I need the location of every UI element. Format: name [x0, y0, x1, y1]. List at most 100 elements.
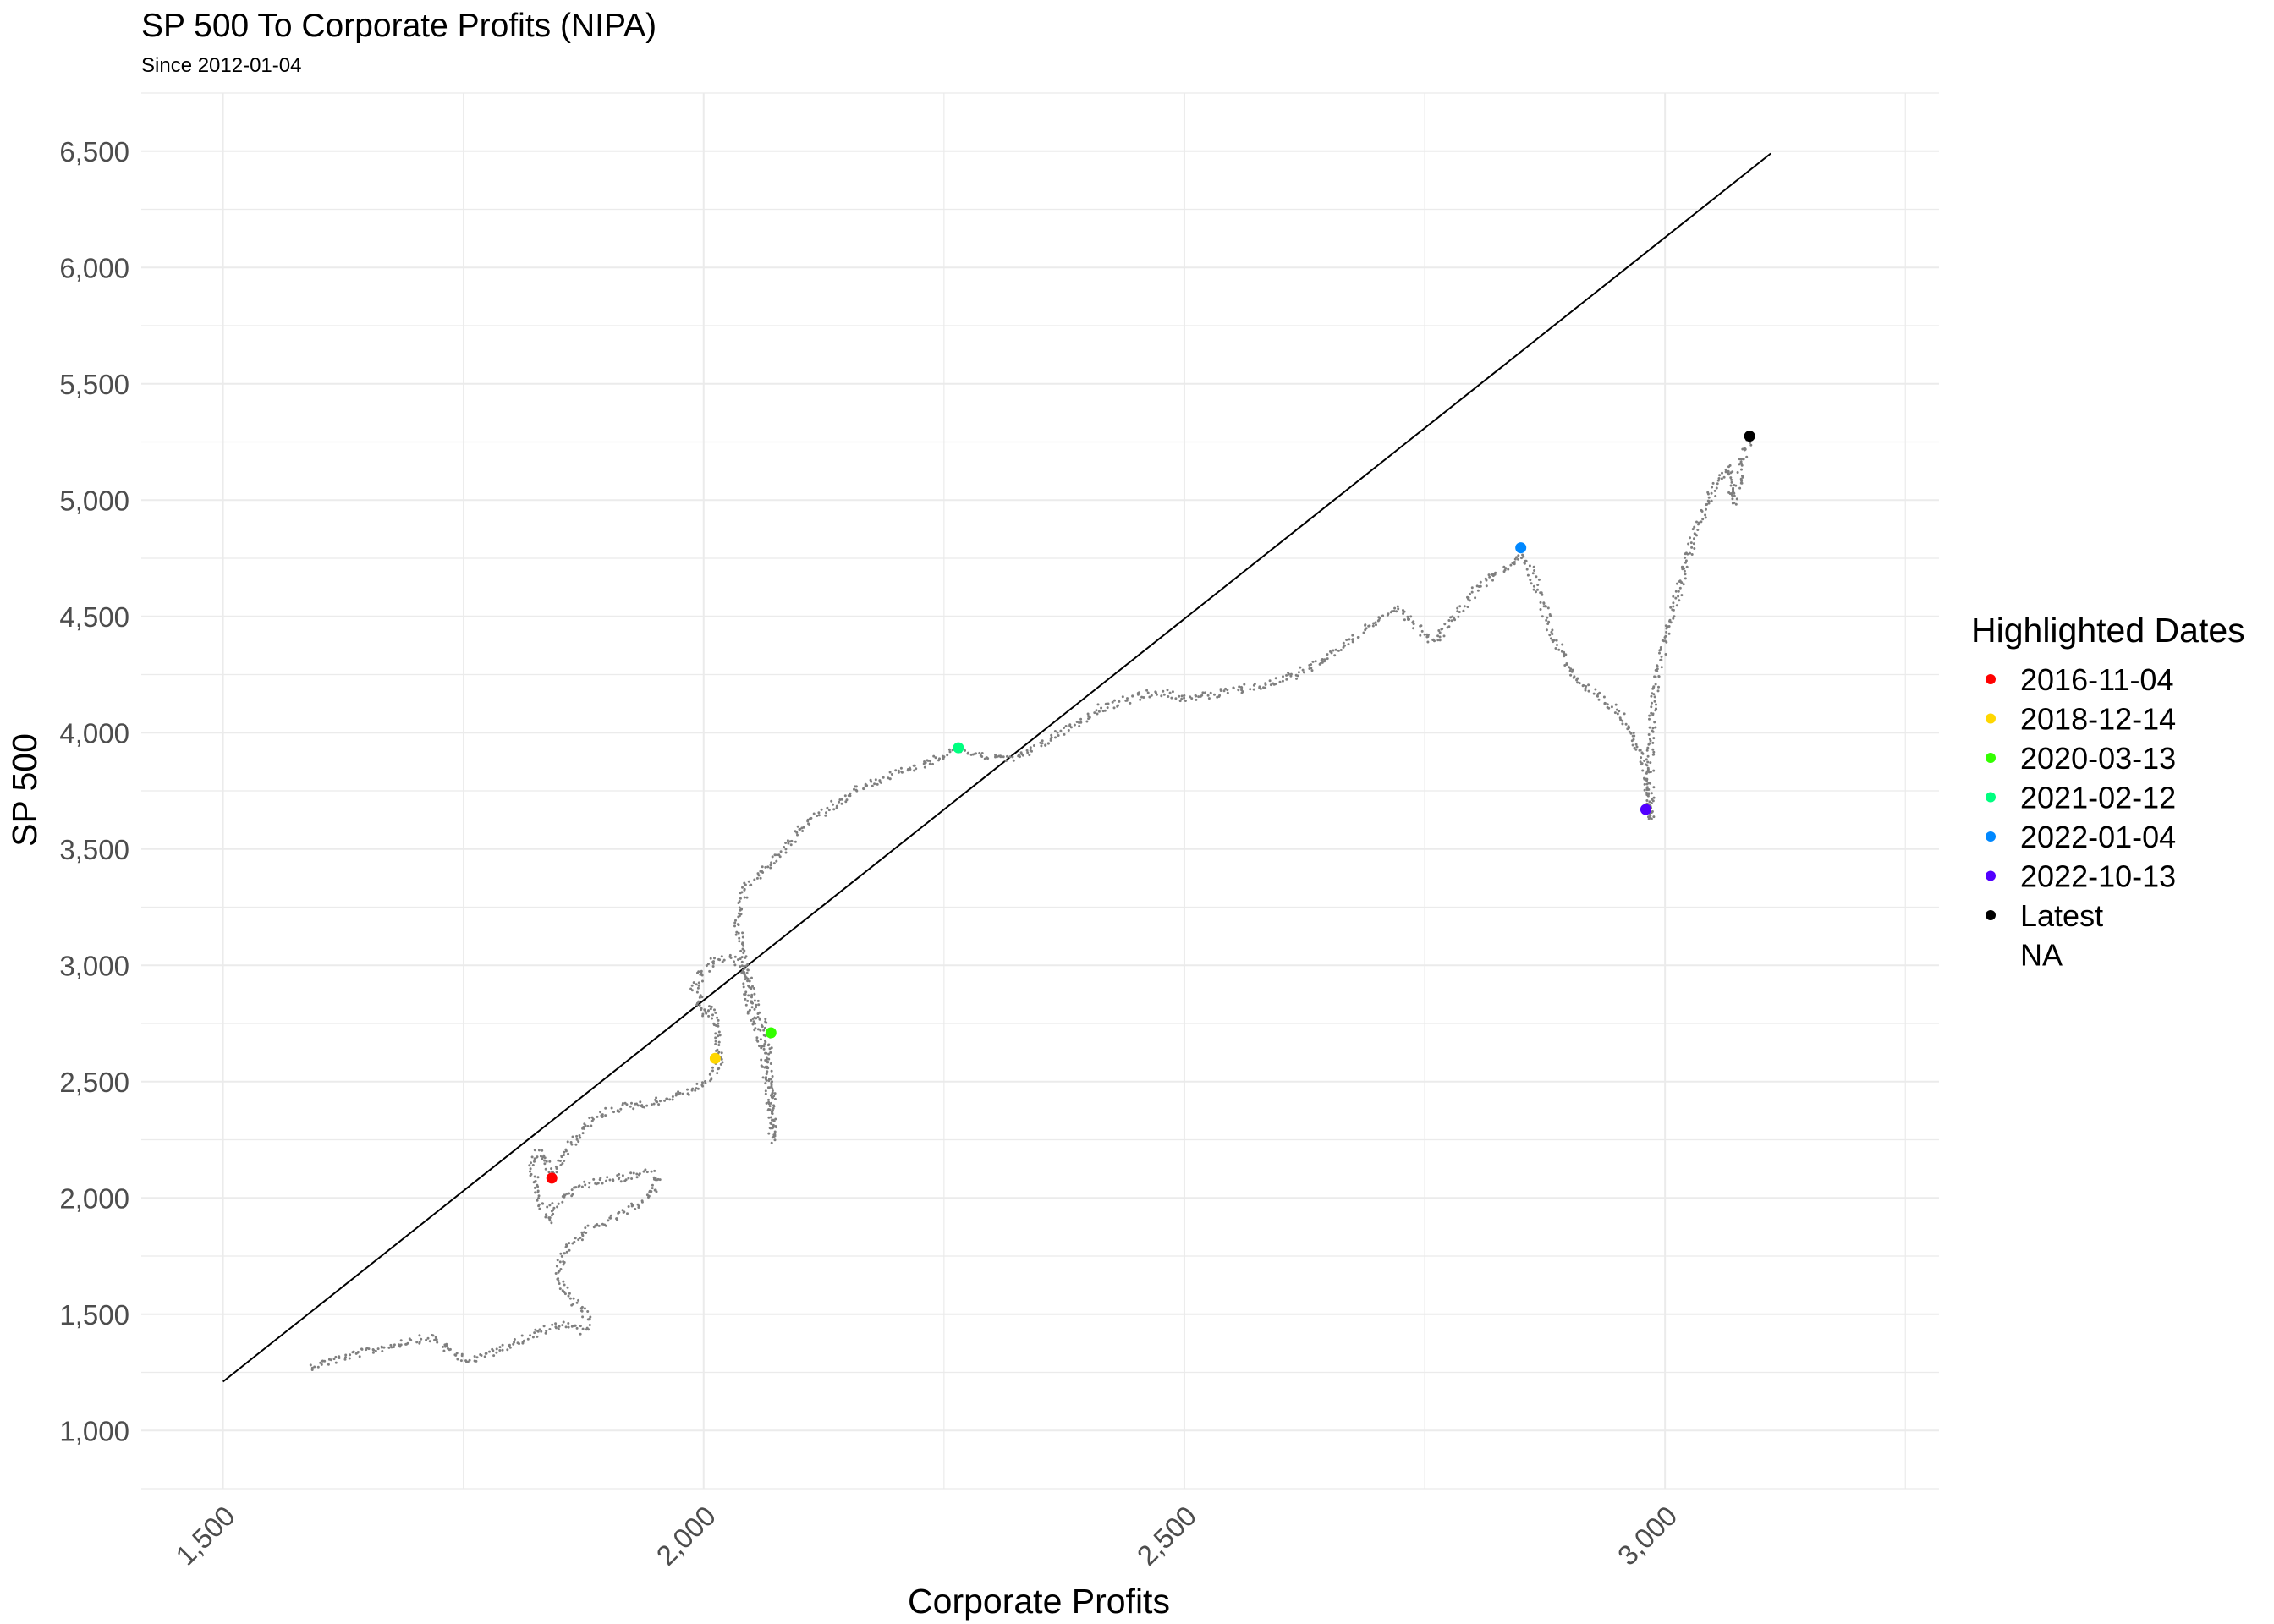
data-point: [1479, 580, 1482, 584]
data-point: [1701, 518, 1705, 521]
highlight-point-2022-10-13: [1640, 804, 1651, 815]
data-point: [584, 1124, 587, 1127]
data-point: [516, 1341, 519, 1345]
data-point: [1046, 742, 1050, 745]
data-point: [1568, 666, 1571, 669]
data-point: [994, 754, 997, 757]
data-point: [1717, 477, 1721, 480]
data-point: [1131, 694, 1134, 698]
data-point: [1117, 704, 1119, 707]
data-point: [531, 1164, 535, 1166]
data-point: [735, 930, 739, 934]
data-point: [436, 1341, 439, 1344]
data-point: [1571, 668, 1574, 672]
data-point: [742, 982, 745, 985]
data-point: [1274, 677, 1277, 680]
data-point: [756, 1028, 760, 1031]
data-point: [1638, 749, 1641, 752]
data-point: [759, 870, 762, 873]
data-point: [691, 1087, 695, 1090]
data-point: [1364, 623, 1367, 627]
data-point: [585, 1326, 589, 1330]
data-point: [1195, 698, 1198, 701]
data-point: [390, 1346, 393, 1349]
data-point: [744, 997, 747, 1001]
data-point: [1374, 621, 1377, 624]
data-point: [545, 1160, 548, 1163]
x-axis-title: Corporate Profits: [908, 1582, 1170, 1621]
data-point: [1549, 614, 1552, 617]
data-point: [513, 1338, 516, 1341]
data-point: [761, 1065, 764, 1068]
data-point: [1656, 665, 1659, 668]
data-point: [1268, 679, 1272, 683]
data-point: [701, 1084, 705, 1088]
data-point: [773, 1097, 777, 1100]
data-point: [1375, 623, 1377, 627]
data-point: [1546, 616, 1549, 619]
data-point: [749, 986, 752, 990]
data-point: [581, 1233, 584, 1237]
data-point: [1536, 588, 1539, 591]
data-point: [1438, 635, 1442, 639]
data-point: [1695, 520, 1698, 524]
data-point: [1740, 468, 1743, 471]
data-point: [579, 1136, 582, 1139]
data-point: [1436, 639, 1440, 642]
data-point: [406, 1341, 409, 1345]
data-point: [771, 1092, 774, 1095]
data-point: [634, 1208, 637, 1210]
data-point: [563, 1154, 565, 1156]
data-point: [594, 1182, 597, 1185]
data-point: [653, 1169, 656, 1172]
data-point: [442, 1345, 444, 1348]
data-point: [1028, 754, 1031, 757]
data-point: [772, 1106, 775, 1110]
data-point: [1690, 546, 1694, 549]
data-point: [1652, 737, 1656, 740]
data-point: [548, 1219, 552, 1222]
data-point: [1436, 634, 1440, 638]
data-point: [1033, 744, 1035, 747]
data-point: [536, 1183, 539, 1187]
data-point: [563, 1150, 566, 1154]
data-point: [1646, 760, 1650, 764]
data-point: [810, 816, 813, 820]
data-point: [1274, 683, 1277, 686]
data-point: [717, 1024, 720, 1028]
data-point: [572, 1297, 575, 1300]
legend-label: Latest: [2020, 898, 2103, 933]
data-point: [1050, 736, 1053, 739]
data-point: [1645, 758, 1648, 761]
data-point: [1714, 495, 1717, 497]
legend-key: [1986, 753, 1996, 763]
data-point: [1556, 644, 1558, 646]
data-point: [358, 1355, 361, 1358]
legend-label: 2022-10-13: [2020, 859, 2176, 894]
data-point: [737, 958, 739, 962]
data-point: [928, 762, 931, 765]
data-point: [931, 762, 934, 765]
data-point: [501, 1348, 504, 1352]
data-point: [604, 1224, 607, 1227]
data-point: [1087, 715, 1090, 718]
data-point: [566, 1286, 569, 1289]
data-point: [1664, 634, 1667, 638]
data-point: [969, 753, 973, 756]
data-point: [929, 760, 932, 763]
data-point: [737, 915, 740, 919]
data-point: [1681, 565, 1684, 568]
data-point: [387, 1346, 391, 1349]
data-point: [1647, 771, 1651, 774]
data-point: [1458, 611, 1461, 613]
data-point: [756, 999, 760, 1002]
y-axis-ticks: 1,000 1,500 2,000 2,500 3,000 3,500 4,000 4,500…: [59, 136, 129, 1447]
data-point: [536, 1330, 540, 1333]
data-point: [743, 967, 746, 970]
data-point: [1044, 743, 1047, 747]
data-point: [537, 1194, 541, 1198]
data-point: [1641, 769, 1645, 772]
data-point: [563, 1283, 566, 1287]
data-point: [1162, 693, 1166, 696]
data-point: [420, 1337, 423, 1341]
